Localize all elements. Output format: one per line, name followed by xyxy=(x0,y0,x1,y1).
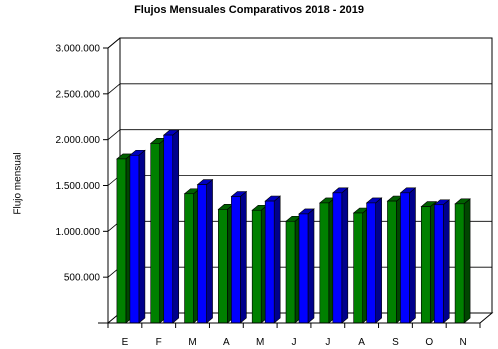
bar-series2 xyxy=(129,149,146,324)
y-tick-label: 1.000.000 xyxy=(56,227,101,238)
bar-front xyxy=(319,202,330,324)
y-tick-label: 500.000 xyxy=(64,273,101,284)
x-tick-label: S xyxy=(392,337,399,348)
y-tick-label: 2.000.000 xyxy=(56,135,101,146)
bar-side xyxy=(138,149,146,324)
bar-series2 xyxy=(298,208,315,324)
x-tick-label: A xyxy=(223,337,230,348)
x-tick-label: F xyxy=(156,337,162,348)
y-tick-label: 2.500.000 xyxy=(56,89,101,100)
bar-series2 xyxy=(230,190,248,324)
bar-front xyxy=(264,200,275,324)
bar-side xyxy=(375,197,382,324)
bar-series2 xyxy=(196,178,214,324)
bar-side xyxy=(442,199,450,324)
x-tick-label: N xyxy=(459,337,466,348)
bar-side xyxy=(206,178,213,324)
bars xyxy=(116,129,471,324)
chart-title: Flujos Mensuales Comparativos 2018 - 201… xyxy=(134,4,364,16)
bar-front xyxy=(150,143,161,324)
bar-front xyxy=(433,204,444,324)
bar-front xyxy=(218,209,228,324)
bar-series1 xyxy=(454,198,471,324)
bar-front xyxy=(332,192,343,324)
bar-front xyxy=(366,202,376,324)
bar-series2 xyxy=(365,197,383,324)
bar-series2 xyxy=(162,129,180,324)
bar-front xyxy=(298,213,309,324)
bar-series2 xyxy=(264,195,282,324)
bar-front xyxy=(184,193,194,324)
bar-series2 xyxy=(399,187,417,324)
bar-front xyxy=(400,192,410,324)
x-tick-label: J xyxy=(292,337,297,348)
bar-front xyxy=(454,203,465,324)
x-tick-label: M xyxy=(256,337,264,348)
bar-front xyxy=(387,200,397,324)
y-tick-labels: 500.000 1.000.000 1.500.000 2.000.000 2.500.… xyxy=(56,44,101,284)
gridline-side xyxy=(107,129,121,140)
x-tick-label: E xyxy=(122,337,129,348)
gridline-side xyxy=(107,83,121,95)
bar-side xyxy=(463,198,471,324)
bar-front xyxy=(129,154,140,324)
x-tick-label: J xyxy=(325,337,330,348)
bar-front xyxy=(251,209,262,324)
y-tick-label: 3.000.000 xyxy=(56,44,101,55)
y-tick-label: 1.500.000 xyxy=(56,181,101,192)
gridline-side xyxy=(107,37,121,49)
bar-front xyxy=(231,196,241,324)
bar-front xyxy=(420,206,431,324)
x-tick-label: O xyxy=(425,337,433,348)
bar-side xyxy=(172,129,180,324)
bar-side xyxy=(409,187,416,324)
bar-front xyxy=(116,158,127,324)
bar-front xyxy=(197,184,207,324)
x-tick-label: A xyxy=(358,337,365,348)
bar-side xyxy=(341,187,349,324)
bar-series2 xyxy=(331,187,349,324)
bar-side xyxy=(273,195,281,324)
bar-side xyxy=(240,190,247,324)
x-tick-label: M xyxy=(188,337,196,348)
bar-front xyxy=(285,220,296,324)
bar-front xyxy=(353,212,363,324)
bar-front xyxy=(163,134,174,324)
bar-series2 xyxy=(433,199,451,324)
bar-side xyxy=(307,208,315,324)
